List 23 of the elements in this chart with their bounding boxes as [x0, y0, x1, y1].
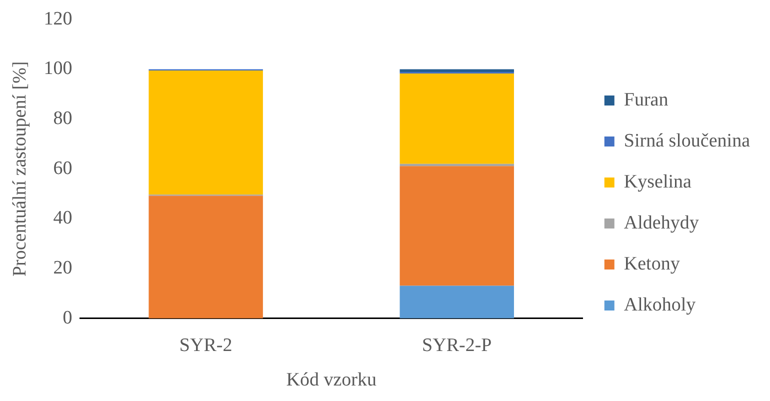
y-tick-label: 100: [44, 58, 72, 80]
bar: [148, 70, 263, 195]
legend-label: Kyselina: [624, 171, 692, 192]
y-tick-label: 60: [53, 158, 72, 179]
legend-label: Ketony: [624, 253, 680, 274]
x-tick-label: SYR-2: [179, 334, 232, 356]
y-tick-label: 120: [44, 8, 72, 30]
y-tick-label: 40: [53, 208, 72, 229]
x-axis-title: Kód vzorku: [286, 370, 377, 391]
x-tick-label: SYR-2-P: [422, 334, 492, 356]
legend-label: Aldehydy: [624, 212, 700, 234]
bar: [400, 166, 514, 286]
bar: [400, 286, 514, 318]
bar: [400, 73, 514, 164]
y-axis-title: Procentuální zastoupení [%]: [9, 61, 30, 277]
legend-label: Alkoholy: [624, 294, 696, 316]
legend-label: Sirná sloučenina: [624, 130, 751, 152]
y-tick-label: 80: [53, 108, 72, 130]
bar: [148, 196, 263, 318]
y-tick-label: 0: [62, 307, 72, 328]
bar: [400, 69, 514, 72]
y-tick-label: 20: [53, 258, 72, 279]
legend-label: Furan: [624, 89, 669, 110]
